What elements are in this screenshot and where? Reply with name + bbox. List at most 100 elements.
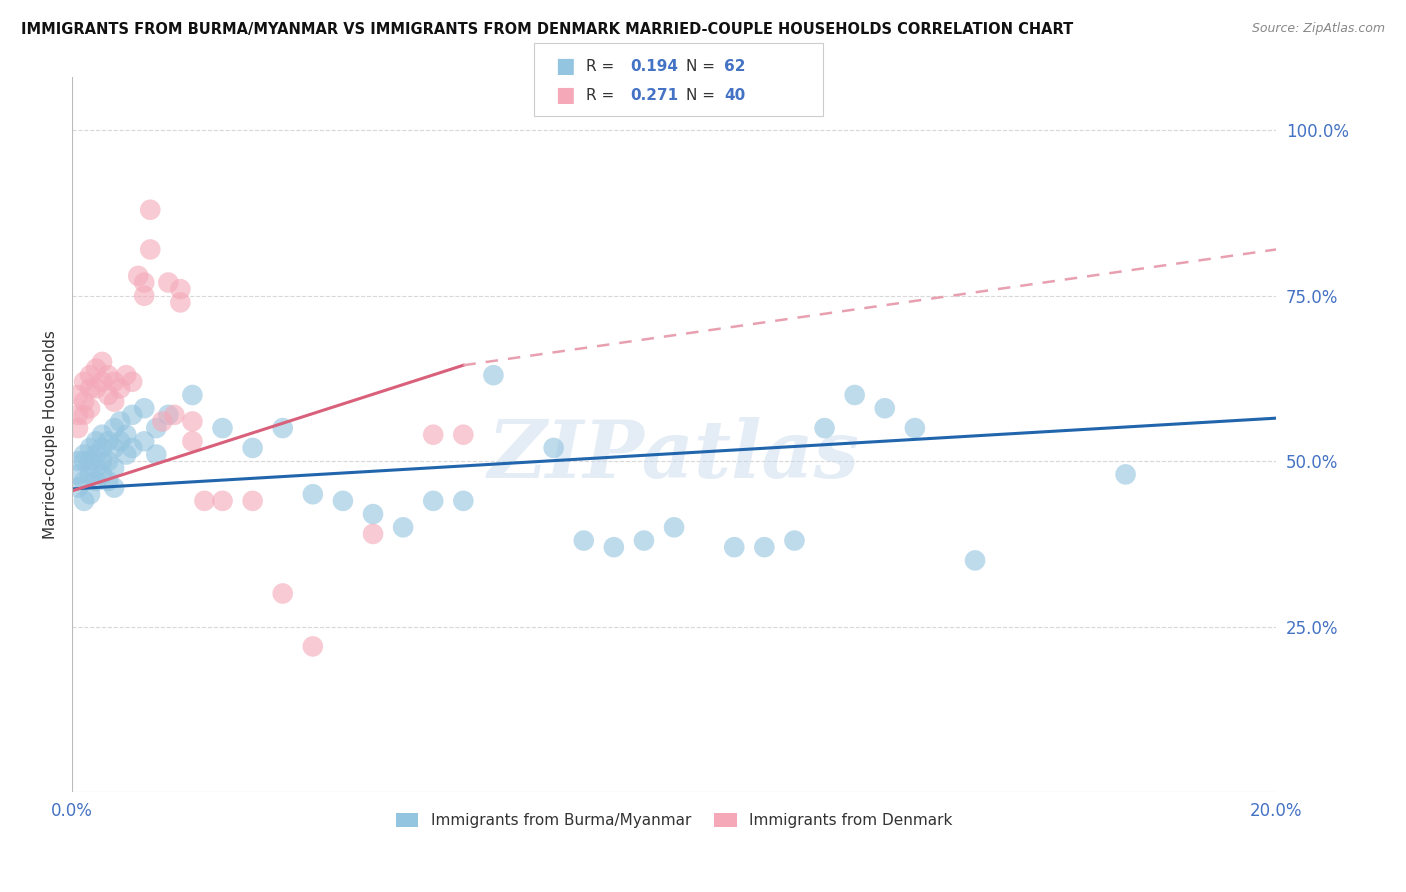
Point bbox=[66, 467, 89, 482]
Point bbox=[332, 494, 354, 508]
Point bbox=[103, 481, 125, 495]
Point bbox=[271, 586, 294, 600]
Point bbox=[73, 474, 96, 488]
Point bbox=[84, 381, 107, 395]
Point bbox=[66, 388, 89, 402]
Point bbox=[543, 441, 565, 455]
Point bbox=[84, 361, 107, 376]
Point bbox=[163, 408, 186, 422]
Point bbox=[134, 434, 156, 449]
Point bbox=[242, 494, 264, 508]
Point bbox=[103, 441, 125, 455]
Point bbox=[453, 494, 475, 508]
Point bbox=[108, 381, 131, 395]
Point bbox=[181, 388, 204, 402]
Point bbox=[783, 533, 806, 548]
Point bbox=[301, 640, 323, 654]
Point bbox=[482, 368, 505, 383]
Legend: Immigrants from Burma/Myanmar, Immigrants from Denmark: Immigrants from Burma/Myanmar, Immigrant… bbox=[389, 807, 959, 834]
Text: 62: 62 bbox=[724, 59, 745, 73]
Text: 0.194: 0.194 bbox=[630, 59, 678, 73]
Point bbox=[723, 540, 745, 554]
Point bbox=[84, 460, 107, 475]
Point bbox=[84, 434, 107, 449]
Point bbox=[73, 394, 96, 409]
Point bbox=[103, 460, 125, 475]
Point bbox=[91, 427, 114, 442]
Point bbox=[392, 520, 415, 534]
Point bbox=[813, 421, 835, 435]
Point bbox=[211, 421, 233, 435]
Point bbox=[121, 375, 143, 389]
Text: ZIPatlas: ZIPatlas bbox=[488, 417, 860, 495]
Point bbox=[145, 421, 167, 435]
Point bbox=[97, 368, 120, 383]
Point bbox=[73, 494, 96, 508]
Point bbox=[904, 421, 927, 435]
Point bbox=[97, 474, 120, 488]
Point bbox=[134, 276, 156, 290]
Point bbox=[145, 448, 167, 462]
Point bbox=[91, 441, 114, 455]
Point bbox=[134, 401, 156, 416]
Text: N =: N = bbox=[686, 88, 720, 103]
Point bbox=[754, 540, 776, 554]
Point bbox=[139, 243, 162, 257]
Point bbox=[662, 520, 685, 534]
Point bbox=[169, 295, 191, 310]
Point bbox=[271, 421, 294, 435]
Point bbox=[103, 375, 125, 389]
Point bbox=[73, 454, 96, 468]
Point bbox=[139, 202, 162, 217]
Point bbox=[169, 282, 191, 296]
Point bbox=[73, 448, 96, 462]
Text: 40: 40 bbox=[724, 88, 745, 103]
Point bbox=[108, 414, 131, 428]
Point bbox=[181, 434, 204, 449]
Point bbox=[79, 487, 101, 501]
Point bbox=[97, 434, 120, 449]
Point bbox=[453, 427, 475, 442]
Point bbox=[422, 494, 444, 508]
Point bbox=[103, 421, 125, 435]
Text: IMMIGRANTS FROM BURMA/MYANMAR VS IMMIGRANTS FROM DENMARK MARRIED-COUPLE HOUSEHOL: IMMIGRANTS FROM BURMA/MYANMAR VS IMMIGRA… bbox=[21, 22, 1073, 37]
Point bbox=[97, 454, 120, 468]
Text: ■: ■ bbox=[555, 56, 575, 76]
Text: R =: R = bbox=[586, 88, 620, 103]
Text: Source: ZipAtlas.com: Source: ZipAtlas.com bbox=[1251, 22, 1385, 36]
Point bbox=[79, 368, 101, 383]
Point bbox=[121, 441, 143, 455]
Point bbox=[91, 375, 114, 389]
Point bbox=[127, 268, 149, 283]
Point bbox=[79, 441, 101, 455]
Point bbox=[181, 414, 204, 428]
Text: N =: N = bbox=[686, 59, 720, 73]
Text: R =: R = bbox=[586, 59, 620, 73]
Point bbox=[115, 427, 138, 442]
Point bbox=[121, 408, 143, 422]
Point bbox=[73, 375, 96, 389]
Text: 0.271: 0.271 bbox=[630, 88, 678, 103]
Point bbox=[150, 414, 173, 428]
Point bbox=[844, 388, 866, 402]
Point bbox=[873, 401, 896, 416]
Point bbox=[66, 454, 89, 468]
Point bbox=[97, 388, 120, 402]
Point bbox=[193, 494, 215, 508]
Point bbox=[91, 454, 114, 468]
Point bbox=[66, 408, 89, 422]
Point bbox=[134, 289, 156, 303]
Point bbox=[79, 467, 101, 482]
Point bbox=[84, 474, 107, 488]
Point bbox=[361, 527, 384, 541]
Point bbox=[211, 494, 233, 508]
Point bbox=[91, 355, 114, 369]
Point bbox=[79, 401, 101, 416]
Point bbox=[965, 553, 987, 567]
Point bbox=[91, 467, 114, 482]
Point bbox=[115, 448, 138, 462]
Point bbox=[66, 481, 89, 495]
Point bbox=[157, 408, 180, 422]
Point bbox=[108, 434, 131, 449]
Point bbox=[572, 533, 595, 548]
